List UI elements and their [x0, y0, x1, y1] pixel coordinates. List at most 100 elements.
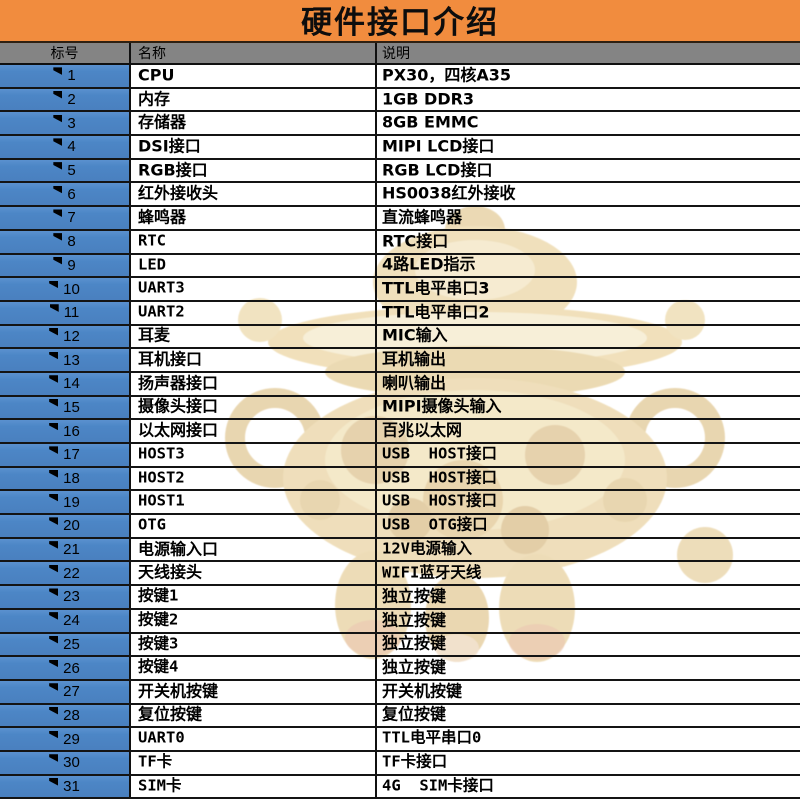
interface-name: HOST1: [138, 491, 185, 510]
interface-name: RTC: [138, 231, 166, 250]
interface-desc-cell: 独立按键: [377, 634, 800, 656]
interface-name: 电源输入口: [138, 539, 219, 559]
interface-desc: 耳机输出: [382, 349, 447, 369]
row-index: 20: [63, 517, 80, 535]
interface-desc-cell: RTC接口: [377, 231, 800, 253]
interface-name-cell: HOST2: [131, 467, 377, 490]
interface-name: 扬声器接口: [138, 373, 219, 393]
interface-name: 按键2: [138, 610, 179, 629]
interface-desc: 独立按键: [382, 586, 447, 606]
row-index-cell: 17: [0, 444, 131, 466]
table-row: 24 按键2 独立按键: [0, 609, 800, 634]
interface-name: TF卡: [138, 752, 173, 771]
row-index: 4: [67, 138, 76, 156]
row-index-cell: 19: [0, 491, 131, 514]
corner-flag-icon: [49, 564, 59, 573]
interface-name: 以太网接口: [138, 420, 219, 440]
interface-name-cell: 蜂鸣器: [131, 207, 377, 229]
interface-name: HOST3: [138, 444, 185, 463]
interface-name-cell: 红外接收头: [131, 183, 377, 206]
interface-desc: PX30，四核A35: [382, 65, 511, 85]
corner-flag-icon: [49, 754, 59, 762]
column-header-name: 名称: [131, 43, 377, 63]
table-row: 17 HOST3 USB HOST接口: [0, 444, 800, 468]
table-row: 27 开关机按键 开关机按键: [0, 680, 800, 705]
interface-name: 复位按键: [138, 704, 203, 724]
interface-name-cell: DSI接口: [131, 136, 377, 158]
table-row: 13 耳机接口 耳机输出: [0, 349, 800, 373]
table-row: 11 UART2 TTL电平串口2: [0, 301, 800, 326]
row-index: 9: [67, 256, 76, 274]
interface-name-cell: HOST3: [131, 444, 377, 466]
interface-desc: 开关机按键: [382, 681, 463, 701]
interface-desc-cell: USB HOST接口: [377, 491, 800, 513]
interface-desc-cell: MIC输入: [377, 326, 800, 348]
corner-flag-icon: [53, 114, 63, 123]
interface-desc: TTL电平串口3: [382, 278, 490, 298]
row-index-cell: 22: [0, 562, 131, 585]
interface-name-cell: 存储器: [131, 112, 377, 135]
row-index: 25: [63, 635, 80, 653]
interface-desc-cell: 4路LED指示: [377, 255, 800, 277]
interface-desc-cell: 12V电源输入: [377, 539, 800, 561]
corner-flag-icon: [53, 185, 63, 194]
table-header-row: 标号 名称 说明: [0, 43, 800, 65]
row-index-cell: 24: [0, 609, 131, 632]
column-header-index: 标号: [0, 43, 131, 63]
corner-flag-icon: [49, 304, 59, 312]
row-index: 29: [63, 730, 80, 748]
interface-desc: WIFI蓝牙天线: [382, 563, 482, 582]
row-index: 12: [63, 327, 80, 345]
row-index: 15: [63, 398, 80, 416]
table-row: 1 CPU PX30，四核A35: [0, 65, 800, 89]
interface-name: 开关机按键: [138, 681, 219, 701]
interface-desc: MIPI LCD接口: [382, 136, 495, 156]
row-index-cell: 18: [0, 467, 131, 490]
interface-desc-cell: 独立按键: [377, 610, 800, 632]
interface-name-cell: RGB接口: [131, 159, 377, 182]
row-index: 3: [67, 114, 76, 132]
table-row: 10 UART3 TTL电平串口3: [0, 278, 800, 302]
corner-flag-icon: [53, 138, 63, 147]
row-index: 1: [67, 67, 76, 85]
row-index-cell: 9: [0, 254, 131, 277]
interface-desc: USB HOST接口: [382, 491, 497, 510]
page-title: 硬件接口介绍: [301, 5, 499, 41]
interface-desc-cell: 1GB DDR3: [377, 89, 800, 111]
table-row: 12 耳麦 MIC输入: [0, 325, 800, 350]
interface-name-cell: 按键4: [131, 657, 377, 679]
interface-name-cell: 耳麦: [131, 325, 377, 348]
interface-name: RGB接口: [138, 160, 208, 180]
table-row: 3 存储器 8GB EMMC: [0, 112, 800, 137]
table-row: 22 天线接头 WIFI蓝牙天线: [0, 562, 800, 587]
interface-desc-cell: USB HOST接口: [377, 468, 800, 490]
corner-flag-icon: [49, 280, 59, 289]
row-index-cell: 11: [0, 301, 131, 324]
interface-name-cell: 天线接头: [131, 562, 377, 585]
hardware-interface-table: 标号 名称 说明 1 CPU PX30，四核A35 2 内存 1GB DDR3: [0, 43, 800, 800]
row-index-cell: 21: [0, 538, 131, 561]
row-index: 30: [63, 754, 80, 772]
interface-name-cell: 按键3: [131, 633, 377, 656]
row-index-cell: 2: [0, 88, 131, 111]
interface-name-cell: 扬声器接口: [131, 372, 377, 395]
interface-name: 按键1: [138, 586, 179, 605]
interface-name: DSI接口: [138, 136, 201, 156]
table-row: 8 RTC RTC接口: [0, 230, 800, 255]
interface-desc: TTL电平串口0: [382, 728, 482, 747]
interface-name-cell: 内存: [131, 88, 377, 111]
interface-name: HOST2: [138, 468, 185, 487]
table-row: 25 按键3 独立按键: [0, 633, 800, 658]
row-index: 16: [63, 422, 80, 440]
interface-name: 按键4: [138, 657, 179, 676]
interface-name: 按键3: [138, 634, 179, 653]
interface-desc-cell: MIPI LCD接口: [377, 136, 800, 158]
interface-desc: MIC输入: [382, 325, 448, 345]
table-row: 19 HOST1 USB HOST接口: [0, 491, 800, 516]
interface-name: 耳机接口: [138, 349, 203, 369]
row-index-cell: 12: [0, 325, 131, 348]
interface-desc-cell: 耳机输出: [377, 349, 800, 371]
interface-name-cell: 开关机按键: [131, 680, 377, 703]
interface-name: 摄像头接口: [138, 396, 219, 416]
interface-desc: 直流蜂鸣器: [382, 207, 463, 227]
